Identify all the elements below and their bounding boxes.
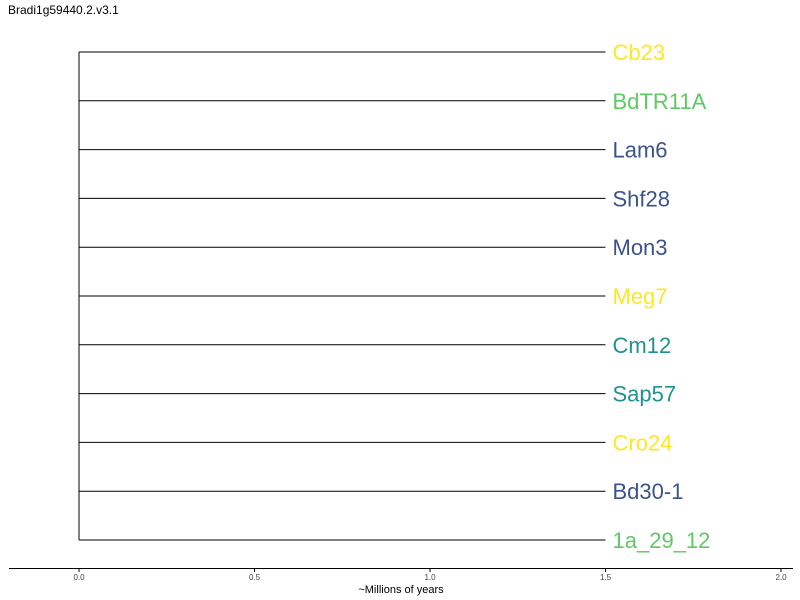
tip-label-cro24: Cro24 <box>613 430 673 455</box>
x-axis: 0.0 0.5 1.0 1.5 2.0 ~Millions of years <box>9 568 793 596</box>
tip-label-cm12: Cm12 <box>613 333 672 358</box>
tip-label-cb23: Cb23 <box>613 40 666 65</box>
tip-label-meg7: Meg7 <box>613 284 668 309</box>
tip-label-mon3: Mon3 <box>613 235 668 260</box>
x-axis-label: ~Millions of years <box>358 584 444 596</box>
tip-label-bd30-1: Bd30-1 <box>613 479 684 504</box>
tip-label-bdtr11a: BdTR11A <box>613 89 707 114</box>
x-tick-label: 0.5 <box>249 573 261 582</box>
x-tick-label: 1.0 <box>424 573 436 582</box>
x-tick-label: 1.5 <box>600 573 612 582</box>
x-axis-ticks: 0.0 0.5 1.0 1.5 2.0 <box>73 568 787 582</box>
x-tick-label: 2.0 <box>775 573 787 582</box>
figure-title: Bradi1g59440.2.v3.1 <box>8 3 119 17</box>
tip-label-shf28: Shf28 <box>613 186 671 211</box>
tip-label-lam6: Lam6 <box>613 138 668 163</box>
tree-branches <box>78 51 606 541</box>
tip-label-sap57: Sap57 <box>613 382 677 407</box>
x-tick-label: 0.0 <box>73 573 85 582</box>
tip-labels: Cb23 BdTR11A Lam6 Shf28 Mon3 Meg7 Cm12 Sap57 Cro… <box>613 40 711 553</box>
tip-label-1a-29-12: 1a_29_12 <box>613 528 711 553</box>
